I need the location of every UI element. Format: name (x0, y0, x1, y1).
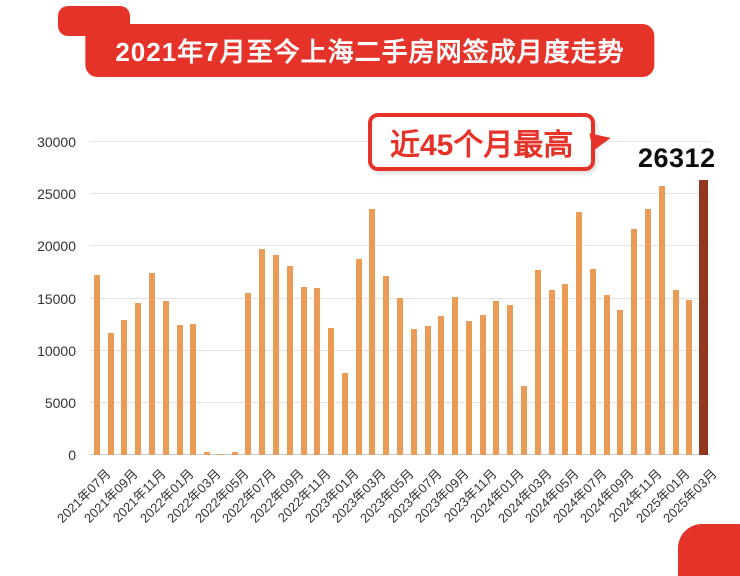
bar (300, 287, 307, 455)
bar (314, 288, 321, 455)
bar (424, 326, 431, 455)
y-axis-tick-label: 25000 (37, 186, 76, 203)
gridline (90, 193, 710, 195)
bar (245, 293, 252, 455)
bar (217, 454, 224, 455)
y-axis-tick-label: 10000 (37, 342, 76, 359)
bar (686, 300, 693, 455)
bar (93, 275, 100, 455)
bar (658, 186, 665, 455)
bar (589, 269, 596, 455)
bar-highlight (698, 180, 708, 455)
bar (452, 297, 459, 455)
bar (341, 373, 348, 455)
bar (521, 386, 527, 455)
bar (176, 325, 183, 455)
plot-area (90, 141, 710, 455)
bar (259, 249, 266, 455)
bar (645, 209, 651, 455)
callout-text: 近45个月最高 (390, 129, 574, 162)
bar (631, 229, 638, 455)
y-axis-tick-label: 0 (68, 447, 76, 463)
bar (121, 320, 128, 455)
bar (438, 316, 445, 455)
bar (190, 324, 197, 455)
bar (355, 259, 362, 455)
bar (149, 273, 155, 455)
bar (672, 290, 679, 455)
page-title: 2021年7月至今上海二手房网签成月度走势 (115, 37, 625, 67)
bar (507, 305, 514, 455)
y-axis-tick-label: 5000 (44, 394, 76, 411)
bar (410, 329, 417, 455)
red-decoration-bottom-right (678, 524, 740, 576)
bar (204, 452, 211, 455)
bar (162, 301, 169, 455)
bar (397, 298, 403, 455)
bar (534, 270, 541, 455)
bar (548, 290, 555, 455)
bar (465, 321, 472, 455)
bar (135, 303, 142, 455)
bar (231, 452, 238, 455)
x-axis-labels: 2021年07月 2021年09月 2021年11月 2022年01月 2022年03月… (54, 458, 720, 558)
bar (383, 276, 390, 455)
gridline (90, 245, 710, 247)
bar (107, 333, 114, 455)
bar (273, 255, 279, 455)
bar (617, 310, 624, 455)
callout-highest-badge: 近45个月最高 (368, 113, 614, 171)
bar (328, 328, 335, 455)
bar (576, 212, 583, 455)
bar (493, 301, 500, 455)
y-axis-tick-label: 15000 (37, 290, 76, 307)
title-banner: 2021年7月至今上海二手房网签成月度走势 (85, 24, 655, 77)
max-value-label: 26312 (638, 143, 716, 173)
bar (479, 315, 486, 455)
bar (369, 209, 376, 455)
bar (562, 284, 569, 455)
bar (603, 295, 610, 455)
y-axis-tick-label: 30000 (37, 134, 76, 150)
y-axis: 0 5000 10000 15000 20000 25000 30000 (0, 134, 82, 463)
bar (286, 266, 293, 455)
y-axis-tick-label: 20000 (37, 238, 76, 255)
